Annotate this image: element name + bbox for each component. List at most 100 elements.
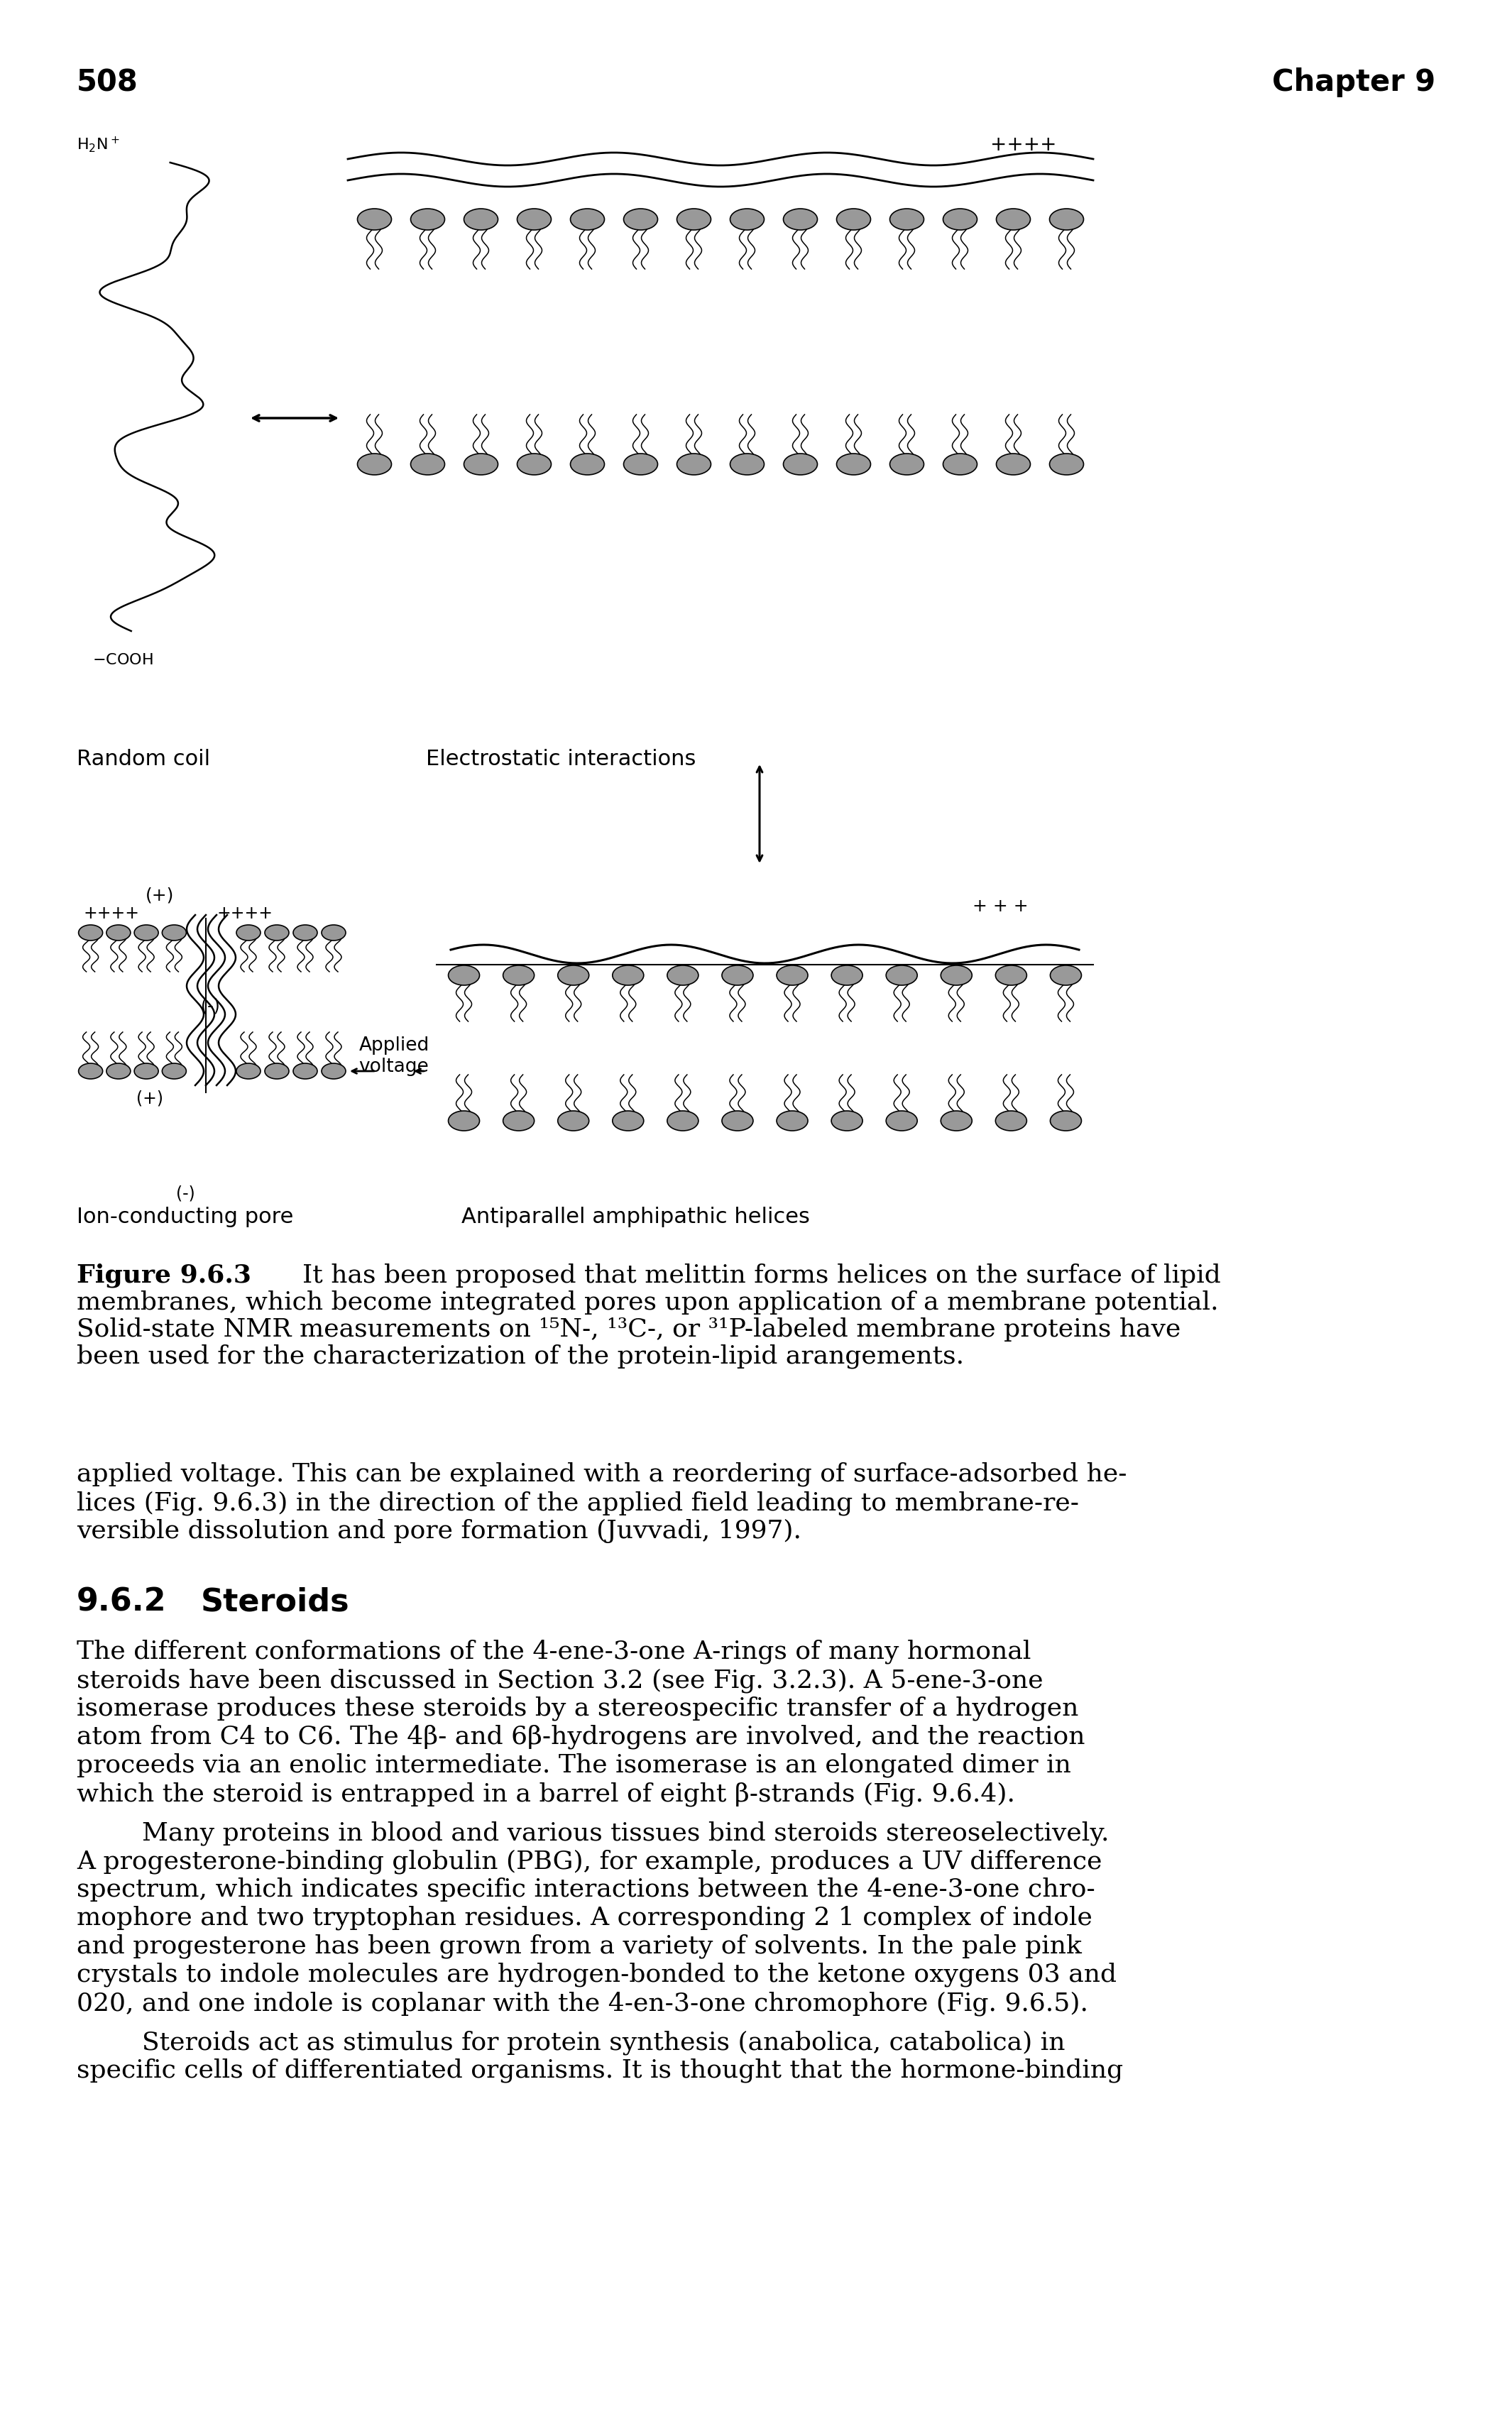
Ellipse shape [322, 925, 346, 940]
Ellipse shape [558, 967, 590, 986]
Text: Chapter 9: Chapter 9 [1272, 68, 1435, 97]
Ellipse shape [943, 454, 977, 476]
Ellipse shape [996, 454, 1030, 476]
Text: lices (Fig. 9.6.3) in the direction of the applied field leading to membrane-re-: lices (Fig. 9.6.3) in the direction of t… [77, 1489, 1080, 1516]
Text: (+): (+) [136, 1088, 163, 1105]
Ellipse shape [464, 454, 497, 476]
Ellipse shape [783, 454, 818, 476]
Ellipse shape [448, 1110, 479, 1132]
Ellipse shape [517, 454, 552, 476]
Ellipse shape [730, 209, 764, 231]
Ellipse shape [943, 209, 977, 231]
Ellipse shape [832, 1110, 862, 1132]
Text: 508: 508 [77, 68, 138, 97]
Ellipse shape [1051, 967, 1081, 986]
Text: proceeds via an enolic intermediate. The isomerase is an elongated dimer in: proceeds via an enolic intermediate. The… [77, 1754, 1070, 1778]
Text: It has been proposed that melittin forms helices on the surface of lipid: It has been proposed that melittin forms… [286, 1263, 1220, 1287]
Text: The different conformations of the 4-ene-3-one A-rings of many hormonal: The different conformations of the 4-ene… [77, 1640, 1031, 1664]
Ellipse shape [265, 1064, 289, 1078]
Text: mophore and two tryptophan residues. A corresponding 2 1 complex of indole: mophore and two tryptophan residues. A c… [77, 1904, 1092, 1929]
Ellipse shape [411, 454, 445, 476]
Text: A progesterone-binding globulin (PBG), for example, produces a UV difference: A progesterone-binding globulin (PBG), f… [77, 1848, 1102, 1873]
Ellipse shape [677, 454, 711, 476]
Text: which the steroid is entrapped in a barrel of eight β-strands (Fig. 9.6.4).: which the steroid is entrapped in a barr… [77, 1780, 1015, 1805]
Ellipse shape [322, 1064, 346, 1078]
Ellipse shape [106, 1064, 130, 1078]
Ellipse shape [677, 209, 711, 231]
Ellipse shape [162, 1064, 186, 1078]
Ellipse shape [721, 967, 753, 986]
Ellipse shape [236, 1064, 260, 1078]
Text: ++++: ++++ [990, 136, 1057, 155]
Ellipse shape [1049, 454, 1084, 476]
Ellipse shape [570, 454, 605, 476]
Ellipse shape [832, 967, 862, 986]
Ellipse shape [889, 209, 924, 231]
Text: and progesterone has been grown from a variety of solvents. In the pale pink: and progesterone has been grown from a v… [77, 1933, 1081, 1958]
Ellipse shape [1049, 209, 1084, 231]
Text: $\mathregular{H_2N^+}$: $\mathregular{H_2N^+}$ [77, 136, 119, 153]
Text: ++++: ++++ [83, 904, 139, 921]
Ellipse shape [730, 454, 764, 476]
Text: Steroids act as stimulus for protein synthesis (anabolica, catabolica) in: Steroids act as stimulus for protein syn… [77, 2031, 1064, 2055]
Ellipse shape [777, 967, 807, 986]
Ellipse shape [293, 1064, 318, 1078]
Ellipse shape [1051, 1110, 1081, 1132]
Text: steroids have been discussed in Section 3.2 (see Fig. 3.2.3). A 5-ene-3-one: steroids have been discussed in Section … [77, 1669, 1043, 1693]
Ellipse shape [357, 454, 392, 476]
Text: + + +: + + + [972, 899, 1028, 916]
Ellipse shape [783, 209, 818, 231]
Text: atom from C4 to C6. The 4β- and 6β-hydrogens are involved, and the reaction: atom from C4 to C6. The 4β- and 6β-hydro… [77, 1725, 1086, 1749]
Ellipse shape [612, 967, 644, 986]
Ellipse shape [448, 967, 479, 986]
Ellipse shape [836, 454, 871, 476]
Ellipse shape [357, 209, 392, 231]
Text: Random coil: Random coil [77, 748, 210, 770]
Text: membranes, which become integrated pores upon application of a membrane potentia: membranes, which become integrated pores… [77, 1290, 1219, 1314]
Ellipse shape [464, 209, 497, 231]
Text: been used for the characterization of the protein-lipid arangements.: been used for the characterization of th… [77, 1343, 965, 1368]
Ellipse shape [79, 1064, 103, 1078]
Ellipse shape [293, 925, 318, 940]
Ellipse shape [623, 454, 658, 476]
Ellipse shape [570, 209, 605, 231]
Ellipse shape [162, 925, 186, 940]
Ellipse shape [79, 925, 103, 940]
Text: 9.6.2: 9.6.2 [77, 1586, 166, 1615]
Text: $\mathregular{-COOH}$: $\mathregular{-COOH}$ [92, 653, 153, 668]
Text: (-): (-) [175, 1185, 195, 1202]
Text: Many proteins in blood and various tissues bind steroids stereoselectively.: Many proteins in blood and various tissu… [77, 1819, 1110, 1844]
Text: (-): (-) [201, 996, 219, 1013]
Ellipse shape [777, 1110, 807, 1132]
Ellipse shape [106, 925, 130, 940]
Ellipse shape [623, 209, 658, 231]
Text: 020, and one indole is coplanar with the 4-en-3-one chromophore (Fig. 9.6.5).: 020, and one indole is coplanar with the… [77, 1989, 1089, 2016]
Ellipse shape [503, 1110, 534, 1132]
Ellipse shape [503, 967, 534, 986]
Ellipse shape [886, 1110, 918, 1132]
Ellipse shape [236, 925, 260, 940]
Text: Applied
voltage: Applied voltage [358, 1037, 429, 1076]
Ellipse shape [721, 1110, 753, 1132]
Text: versible dissolution and pore formation (Juvvadi, 1997).: versible dissolution and pore formation … [77, 1518, 801, 1542]
Ellipse shape [886, 967, 918, 986]
Ellipse shape [517, 209, 552, 231]
Text: Ion-conducting pore: Ion-conducting pore [77, 1207, 293, 1227]
Ellipse shape [836, 209, 871, 231]
Text: Figure 9.6.3: Figure 9.6.3 [77, 1263, 251, 1287]
Ellipse shape [612, 1110, 644, 1132]
Ellipse shape [411, 209, 445, 231]
Ellipse shape [135, 1064, 159, 1078]
Ellipse shape [996, 209, 1030, 231]
Text: specific cells of differentiated organisms. It is thought that the hormone-bindi: specific cells of differentiated organis… [77, 2057, 1123, 2082]
Text: crystals to indole molecules are hydrogen-bonded to the ketone oxygens 03 and: crystals to indole molecules are hydroge… [77, 1963, 1116, 1987]
Ellipse shape [265, 925, 289, 940]
Ellipse shape [889, 454, 924, 476]
Text: spectrum, which indicates specific interactions between the 4-ene-3-one chro-: spectrum, which indicates specific inter… [77, 1878, 1095, 1902]
Text: ++++: ++++ [216, 904, 272, 921]
Text: Solid-state NMR measurements on ¹⁵N-, ¹³C-, or ³¹P-labeled membrane proteins hav: Solid-state NMR measurements on ¹⁵N-, ¹³… [77, 1317, 1181, 1341]
Ellipse shape [667, 1110, 699, 1132]
Ellipse shape [558, 1110, 590, 1132]
Text: Electrostatic interactions: Electrostatic interactions [426, 748, 696, 770]
Ellipse shape [667, 967, 699, 986]
